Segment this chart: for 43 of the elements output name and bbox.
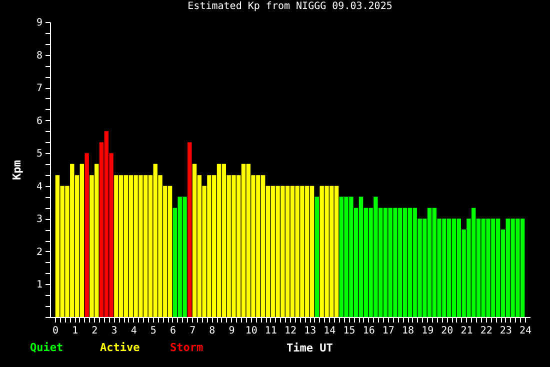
y-tick-label: 9	[36, 18, 42, 28]
y-tick-label: 3	[36, 214, 42, 226]
x-tick-label: 2	[92, 326, 98, 336]
y-axis-title: Kpm	[10, 160, 24, 180]
x-tick-label: 20	[441, 326, 454, 336]
y-tick-label: 4	[36, 181, 42, 192]
x-tick-label: 13	[304, 326, 316, 336]
y-tick-label: 1	[36, 280, 42, 291]
x-tick-label: 10	[245, 326, 258, 336]
x-axis-title: Time UT	[286, 342, 334, 354]
bar	[188, 142, 192, 317]
x-tick-label: 15	[343, 326, 356, 336]
x-tick-label: 3	[111, 326, 118, 336]
x-tick-label: 1	[72, 326, 78, 336]
x-tick-label: 11	[264, 326, 277, 336]
x-tick-label: 6	[170, 326, 176, 336]
x-tick-label: 17	[382, 326, 394, 336]
x-tick-label: 19	[422, 326, 434, 336]
y-tick-label: 7	[36, 83, 42, 94]
bar	[314, 196, 320, 317]
x-tick-label: 0	[52, 326, 59, 336]
text: Quiet	[30, 341, 64, 354]
y-tick-label: 5	[36, 148, 42, 160]
x-tick-label: 18	[402, 326, 414, 336]
bar	[84, 153, 89, 317]
x-tick-label: 21	[460, 326, 473, 336]
x-tick-label: 24	[519, 326, 532, 336]
x-tick-label: 4	[130, 326, 137, 336]
chart-title: Estimated Kp from NIGGG 09.03.2025	[188, 1, 392, 12]
y-tick-label: 2	[36, 246, 42, 258]
y-tick-label: 6	[36, 116, 42, 127]
x-tick-label: 23	[500, 326, 512, 336]
x-tick-label: 16	[362, 326, 375, 336]
x-tick-label: 22	[480, 326, 492, 336]
y-tick-label: 8	[36, 50, 42, 62]
x-tick-label: 9	[228, 326, 235, 336]
x-tick-label: 14	[324, 326, 336, 336]
x-tick-label: 5	[150, 326, 156, 336]
text: Active	[100, 341, 140, 354]
x-tick-label: 7	[190, 326, 196, 336]
text: Storm	[170, 341, 204, 354]
x-tick-label: 8	[209, 326, 216, 336]
x-tick-label: 12	[284, 326, 297, 336]
